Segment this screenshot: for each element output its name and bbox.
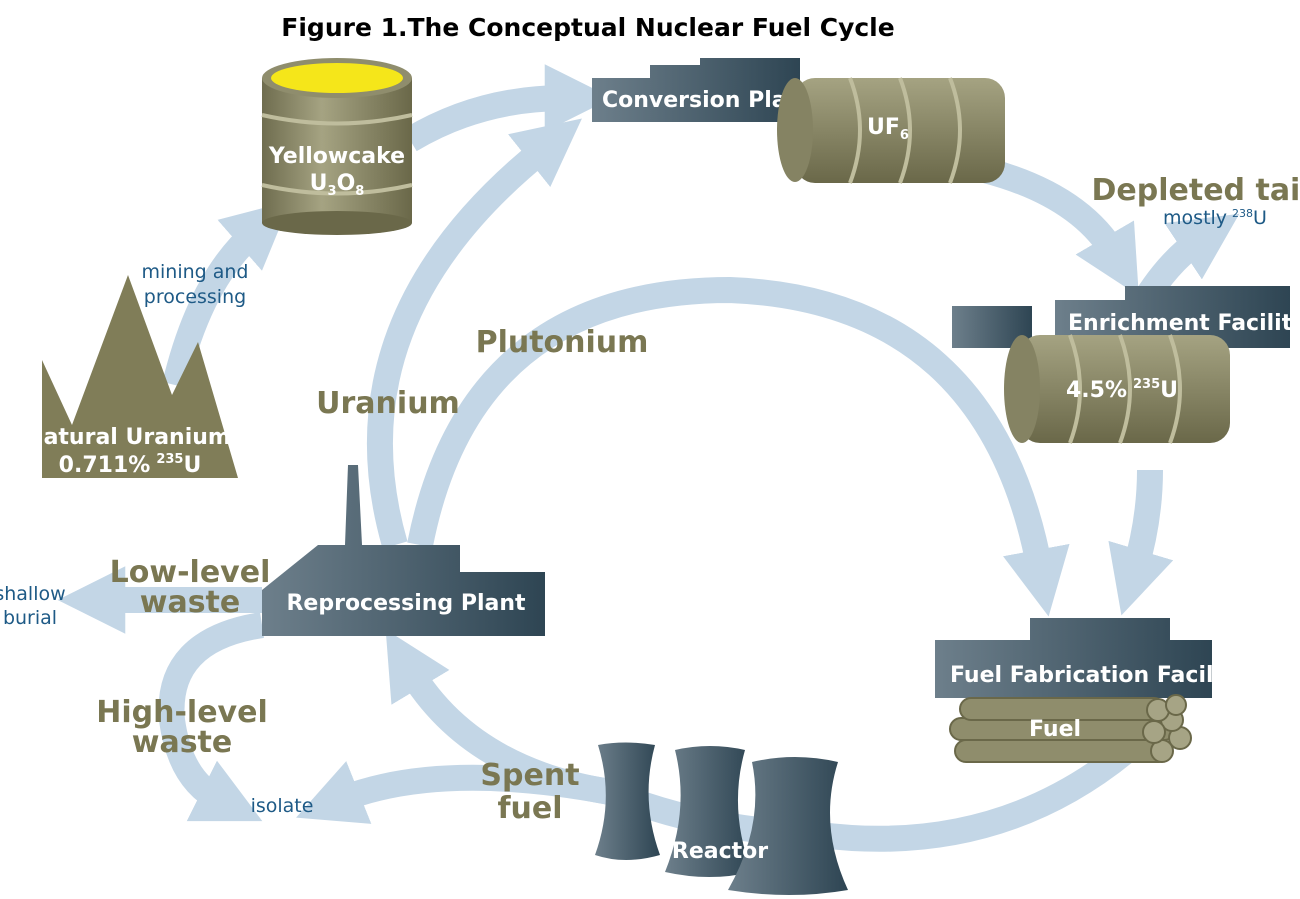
isotope: 235 (156, 452, 183, 467)
destination: burial (3, 607, 57, 629)
node-label: Natural Uranium (25, 425, 231, 450)
node-label: Depleted tails (1092, 173, 1300, 208)
node-label: Enrichment Facility (1068, 311, 1300, 336)
destination: shallow (0, 583, 66, 605)
waste-label: waste (132, 725, 233, 760)
node-note: mostly 238U (1163, 207, 1267, 229)
element: U (1160, 378, 1178, 403)
isotope: 238 (1232, 207, 1253, 220)
title: Figure 1.The Conceptual Nuclear Fuel Cyc… (281, 13, 894, 42)
flow-label: Plutonium (476, 325, 649, 360)
flow-label: Uranium (316, 386, 460, 421)
note: mostly (1163, 207, 1227, 229)
body: Figure 1.The Conceptual Nuclear Fuel Cyc… (0, 0, 1300, 899)
isotope: 235 (1133, 377, 1160, 392)
formula-part: 3 (328, 184, 337, 199)
formula-part: U (310, 171, 328, 196)
process-label: processing (144, 286, 246, 308)
element: U (1253, 207, 1267, 229)
arrow (410, 98, 565, 140)
formula-part: O (337, 171, 356, 196)
formula-part: UF (867, 115, 900, 140)
flow-label: Spent (480, 758, 579, 793)
node-label: Reactor (672, 839, 768, 864)
node-label: Yellowcake (268, 144, 405, 169)
waste-label: waste (140, 585, 241, 620)
node-label: Fuel (1029, 717, 1081, 742)
node-label: Fuel Fabrication Facility (950, 663, 1246, 688)
reactor (595, 743, 848, 896)
arrow (175, 232, 255, 385)
arrow (1135, 470, 1150, 570)
node-assay: 4.5% 235U (1066, 377, 1178, 403)
formula-part: 6 (900, 128, 909, 143)
process-label: mining and (142, 261, 249, 283)
diagram: Figure 1.The Conceptual Nuclear Fuel Cyc… (0, 0, 1300, 899)
assay: 4.5% (1066, 378, 1127, 403)
element: U (183, 453, 201, 478)
destination: isolate (251, 795, 314, 817)
page: Nuclear Fuel Cycle { "title": "Figure 1.… (0, 0, 1300, 899)
node-label: Reprocessing Plant (286, 591, 526, 616)
formula-part: 8 (355, 184, 364, 199)
assay: 0.711% (59, 453, 151, 478)
flow-label: fuel (497, 791, 562, 826)
